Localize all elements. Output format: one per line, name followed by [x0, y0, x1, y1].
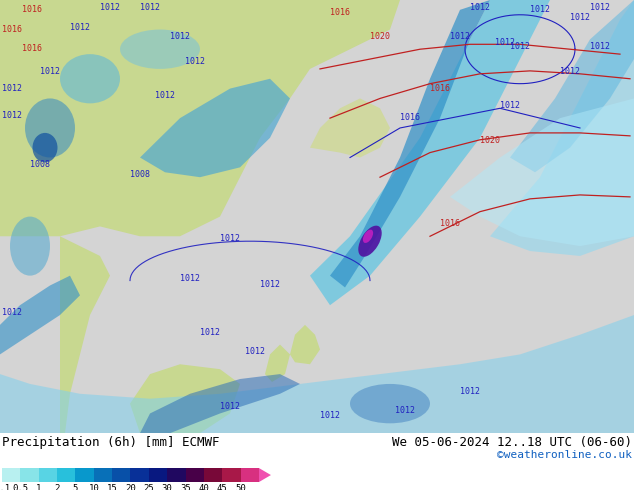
Text: 1020: 1020 [370, 32, 390, 41]
Text: 1016: 1016 [440, 220, 460, 228]
Text: 1016: 1016 [22, 44, 42, 53]
Polygon shape [0, 276, 80, 354]
Text: 0.1: 0.1 [0, 484, 10, 490]
Polygon shape [310, 0, 550, 305]
Text: 1016: 1016 [400, 113, 420, 122]
Text: ©weatheronline.co.uk: ©weatheronline.co.uk [497, 450, 632, 460]
Text: 1012: 1012 [450, 32, 470, 41]
Text: 30: 30 [162, 484, 172, 490]
Text: 1012: 1012 [200, 328, 220, 337]
Ellipse shape [60, 54, 120, 103]
Bar [149, 468, 167, 482]
Text: 1012: 1012 [260, 280, 280, 290]
Polygon shape [0, 0, 400, 207]
Text: 1: 1 [36, 484, 41, 490]
Text: 1012: 1012 [320, 412, 340, 420]
Text: 1012: 1012 [155, 92, 175, 100]
Text: 1012: 1012 [560, 67, 580, 76]
Ellipse shape [350, 384, 430, 423]
Text: 1012: 1012 [2, 111, 22, 120]
Text: 20: 20 [125, 484, 136, 490]
Bar [2, 468, 20, 482]
Text: 1016: 1016 [430, 84, 450, 93]
Text: 35: 35 [180, 484, 191, 490]
Polygon shape [330, 0, 490, 288]
Ellipse shape [10, 217, 50, 276]
Text: 1012: 1012 [220, 234, 240, 243]
Bar [167, 468, 186, 482]
Bar [57, 468, 75, 482]
Text: 1020: 1020 [480, 136, 500, 145]
Polygon shape [490, 0, 634, 256]
Bar [20, 468, 39, 482]
Text: 2: 2 [55, 484, 60, 490]
Text: 5: 5 [73, 484, 78, 490]
Text: 1012: 1012 [140, 3, 160, 12]
Text: 25: 25 [143, 484, 154, 490]
Text: 1012: 1012 [180, 273, 200, 283]
Text: 1012: 1012 [395, 407, 415, 416]
Bar [204, 468, 223, 482]
Polygon shape [130, 364, 240, 433]
Text: 1012: 1012 [185, 57, 205, 66]
Text: 1016: 1016 [330, 8, 350, 17]
Polygon shape [259, 468, 271, 482]
Polygon shape [510, 0, 634, 172]
Bar [112, 468, 131, 482]
Text: 1012: 1012 [40, 67, 60, 76]
Text: 1012: 1012 [70, 23, 90, 31]
Ellipse shape [25, 98, 75, 157]
Text: 1016: 1016 [2, 24, 22, 33]
Text: 1008: 1008 [130, 170, 150, 179]
Bar [186, 468, 204, 482]
Ellipse shape [120, 29, 200, 69]
Polygon shape [0, 315, 634, 433]
Bar [223, 468, 241, 482]
Text: 1012: 1012 [170, 32, 190, 41]
Polygon shape [60, 236, 110, 433]
Ellipse shape [32, 133, 58, 163]
Ellipse shape [358, 225, 382, 257]
Text: 15: 15 [107, 484, 117, 490]
Text: 1012: 1012 [460, 387, 480, 396]
Text: 45: 45 [217, 484, 228, 490]
Text: 40: 40 [198, 484, 209, 490]
Bar [75, 468, 94, 482]
Text: 1012: 1012 [2, 84, 22, 93]
Text: 1012: 1012 [470, 3, 490, 12]
Polygon shape [290, 325, 320, 364]
Text: 1012: 1012 [100, 3, 120, 12]
Text: 1008: 1008 [30, 160, 50, 170]
Polygon shape [140, 374, 300, 433]
Text: 0.5: 0.5 [12, 484, 29, 490]
Polygon shape [140, 79, 290, 177]
Text: 1016: 1016 [22, 5, 42, 14]
Bar [241, 468, 259, 482]
Bar [39, 468, 57, 482]
Ellipse shape [363, 230, 373, 243]
Text: 1012: 1012 [500, 101, 520, 110]
Polygon shape [265, 344, 290, 382]
Text: 1012: 1012 [590, 3, 610, 12]
Bar [94, 468, 112, 482]
Text: We 05-06-2024 12..18 UTC (06-60): We 05-06-2024 12..18 UTC (06-60) [392, 436, 632, 449]
Text: 1012: 1012 [570, 13, 590, 22]
Text: 1012: 1012 [2, 308, 22, 317]
Text: 1012: 1012 [590, 42, 610, 51]
Text: 1012: 1012 [510, 42, 530, 51]
Text: 10: 10 [88, 484, 99, 490]
Text: Precipitation (6h) [mm] ECMWF: Precipitation (6h) [mm] ECMWF [2, 436, 219, 449]
Text: 50: 50 [235, 484, 246, 490]
Polygon shape [0, 0, 310, 236]
Text: 1012: 1012 [245, 347, 265, 356]
Bar [131, 468, 149, 482]
Text: 1012: 1012 [530, 5, 550, 14]
Polygon shape [450, 98, 634, 246]
Text: 1012: 1012 [220, 401, 240, 411]
Text: 1012: 1012 [495, 38, 515, 47]
Polygon shape [310, 98, 390, 157]
